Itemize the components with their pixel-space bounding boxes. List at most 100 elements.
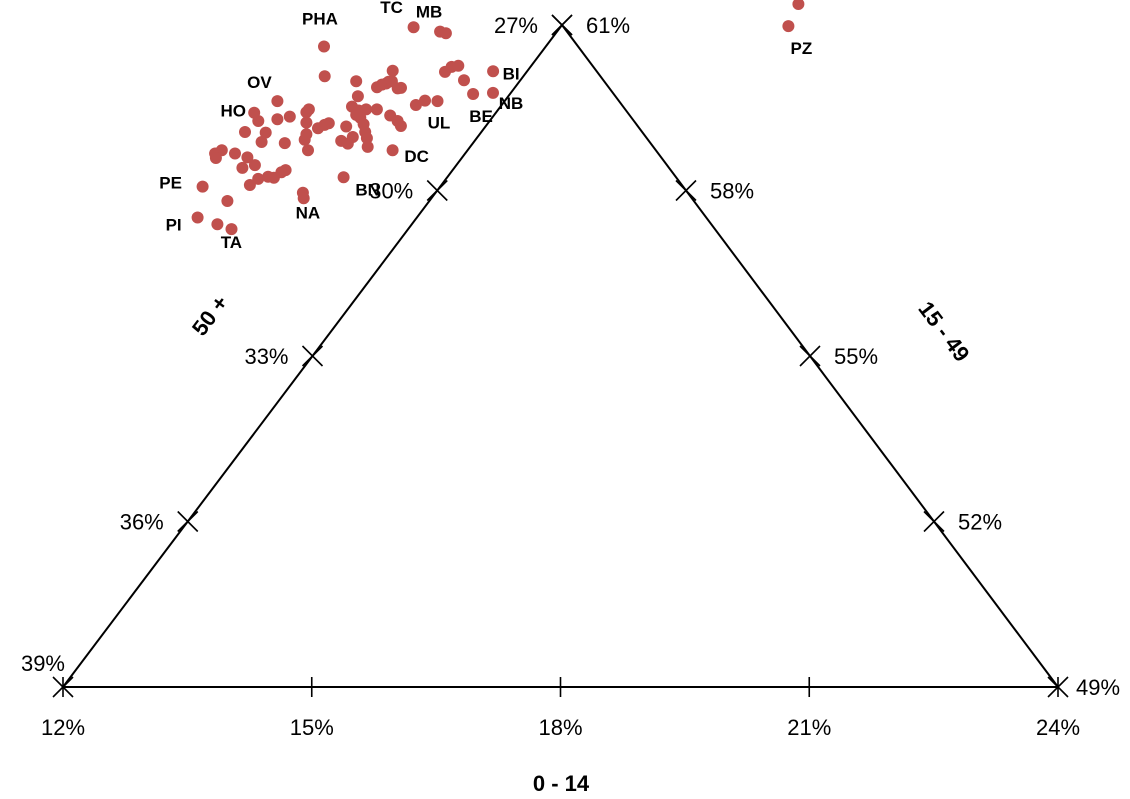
left-tick xyxy=(426,179,448,202)
data-point xyxy=(300,128,313,141)
bottom-tick-label: 15% xyxy=(290,715,334,740)
left-tick-label: 36% xyxy=(120,510,164,535)
data-point xyxy=(361,140,374,153)
data-point xyxy=(439,27,452,40)
point-label: TC xyxy=(380,0,403,17)
data-point xyxy=(259,126,272,139)
point-label: NA xyxy=(296,204,321,223)
data-point xyxy=(209,152,222,164)
data-point xyxy=(236,161,249,174)
tick-marks xyxy=(52,14,1069,698)
data-point xyxy=(360,132,373,145)
data-point xyxy=(252,172,265,185)
data-point xyxy=(248,159,261,172)
point-label: TA xyxy=(221,233,242,252)
data-point xyxy=(241,151,254,164)
tick-labels: 12% 15% 18% 21% 24% 27% 30% 33% 36% 39% 61% 58% 55% 5… xyxy=(21,13,1120,740)
data-point xyxy=(271,95,284,108)
data-point xyxy=(191,211,204,224)
bottom-tick-label: 21% xyxy=(787,715,831,740)
data-point xyxy=(318,40,330,53)
data-point xyxy=(318,70,331,83)
right-tick-label: 55% xyxy=(834,344,878,369)
point-label: OV xyxy=(247,73,272,92)
point-label: DC xyxy=(404,147,429,166)
data-point xyxy=(300,106,313,119)
point-label: MB xyxy=(416,3,442,22)
data-point xyxy=(782,20,795,33)
data-point xyxy=(255,136,268,148)
data-point xyxy=(487,86,499,99)
data-point xyxy=(297,192,310,205)
point-label: PHA xyxy=(302,10,338,29)
right-axis-title: 15 - 49 xyxy=(913,297,974,367)
point-label: BE xyxy=(469,107,493,126)
data-point xyxy=(487,65,500,78)
triangle-frame xyxy=(62,24,1059,688)
point-label: UL xyxy=(428,114,451,133)
data-point xyxy=(386,144,399,157)
left-tick xyxy=(52,676,74,698)
data-point xyxy=(351,90,364,103)
data-point xyxy=(252,115,265,127)
right-tick-label: 52% xyxy=(958,510,1002,535)
point-label: BI xyxy=(503,64,520,83)
bottom-tick-label: 18% xyxy=(538,715,582,740)
data-point xyxy=(431,95,444,108)
data-point xyxy=(267,171,280,184)
data-point xyxy=(386,64,399,77)
point-labels: PYPZPHATCMBBINBBEULDCBNOVHOPEPITANA xyxy=(159,0,812,252)
point-label: BN xyxy=(355,180,380,199)
data-point xyxy=(312,122,324,135)
bottom-tick-label: 12% xyxy=(41,715,85,740)
right-tick-label: 61% xyxy=(586,13,630,38)
data-point xyxy=(371,81,383,94)
right-tick xyxy=(923,510,945,533)
bottom-axis-title: 0 - 14 xyxy=(533,771,590,796)
point-label: PZ xyxy=(791,39,813,58)
data-point xyxy=(225,223,238,236)
left-tick-label: 33% xyxy=(244,344,288,369)
data-point xyxy=(792,0,805,10)
data-point xyxy=(340,120,353,133)
left-axis-title: 50 + xyxy=(187,291,233,341)
data-points xyxy=(191,0,805,236)
data-point xyxy=(407,21,420,34)
data-point xyxy=(341,137,354,150)
data-point xyxy=(283,110,296,123)
point-label: HO xyxy=(220,102,246,121)
data-point xyxy=(300,116,313,129)
point-label: PI xyxy=(166,216,182,235)
data-point xyxy=(271,113,284,126)
left-tick xyxy=(177,510,199,533)
data-point xyxy=(350,75,363,88)
data-point xyxy=(229,147,241,160)
data-point xyxy=(419,94,431,107)
left-tick xyxy=(301,345,324,367)
data-point xyxy=(239,126,251,138)
point-label: NB xyxy=(499,94,524,113)
right-tick xyxy=(551,14,573,36)
data-point xyxy=(370,103,383,116)
data-point xyxy=(395,81,407,94)
data-point xyxy=(394,120,407,132)
right-tick xyxy=(799,345,821,367)
data-point xyxy=(467,88,480,100)
bottom-tick-label: 24% xyxy=(1036,715,1080,740)
data-point xyxy=(211,218,224,231)
right-tick xyxy=(675,179,697,202)
data-point xyxy=(452,59,465,72)
left-tick-label: 30% xyxy=(369,179,413,204)
data-point xyxy=(196,180,209,193)
data-point xyxy=(458,74,470,87)
data-point xyxy=(302,144,314,157)
data-point xyxy=(278,137,291,150)
left-tick-label: 27% xyxy=(494,13,538,38)
left-tick-label: 39% xyxy=(21,651,65,676)
data-point xyxy=(243,179,256,191)
data-point xyxy=(337,171,350,184)
right-tick-label: 58% xyxy=(710,179,754,204)
right-tick xyxy=(1047,676,1069,698)
data-point xyxy=(221,195,234,207)
